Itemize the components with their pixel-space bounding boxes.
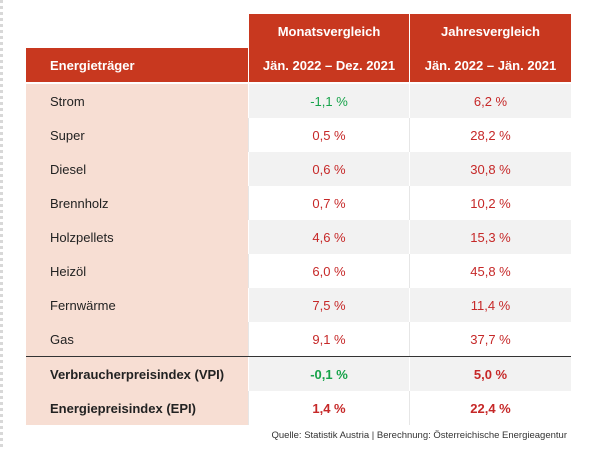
left-dashed-border (0, 0, 3, 449)
row-label: Diesel (26, 152, 248, 186)
row-month-value: 9,1 % (248, 322, 409, 356)
row-year-value: 15,3 % (409, 220, 571, 254)
header-row-top: Monatsvergleich Jahresvergleich (26, 14, 571, 48)
row-year-value: 10,2 % (409, 186, 571, 220)
summary-row-vpi: Verbraucherpreisindex (VPI) -0,1 % 5,0 % (26, 356, 571, 391)
row-year-value: 30,8 % (409, 152, 571, 186)
summary-month-value: 1,4 % (248, 391, 409, 425)
row-month-value: 0,7 % (248, 186, 409, 220)
row-month-value: -1,1 % (248, 84, 409, 118)
row-month-value: 4,6 % (248, 220, 409, 254)
row-year-value: 37,7 % (409, 322, 571, 356)
summary-month-value: -0,1 % (248, 357, 409, 391)
header-month-comparison: Monatsvergleich (248, 14, 409, 48)
table-row: Heizöl 6,0 % 45,8 % (26, 254, 571, 288)
summary-year-value: 5,0 % (409, 357, 571, 391)
row-label: Super (26, 118, 248, 152)
header-energy-carrier: Energieträger (26, 48, 248, 82)
table-row: Gas 9,1 % 37,7 % (26, 322, 571, 356)
source-note: Quelle: Statistik Austria | Berechnung: … (271, 430, 567, 441)
table-row: Super 0,5 % 28,2 % (26, 118, 571, 152)
row-label: Heizöl (26, 254, 248, 288)
row-month-value: 0,6 % (248, 152, 409, 186)
summary-row-epi: Energiepreisindex (EPI) 1,4 % 22,4 % (26, 391, 571, 425)
summary-label: Verbraucherpreisindex (VPI) (26, 357, 248, 391)
row-label: Fernwärme (26, 288, 248, 322)
row-year-value: 28,2 % (409, 118, 571, 152)
energy-price-table: Monatsvergleich Jahresvergleich Energiet… (26, 14, 571, 425)
row-month-value: 0,5 % (248, 118, 409, 152)
row-month-value: 7,5 % (248, 288, 409, 322)
row-label: Holzpellets (26, 220, 248, 254)
table-row: Holzpellets 4,6 % 15,3 % (26, 220, 571, 254)
table-row: Strom -1,1 % 6,2 % (26, 84, 571, 118)
header-month-range: Jän. 2022 – Dez. 2021 (248, 48, 409, 82)
row-year-value: 6,2 % (409, 84, 571, 118)
row-year-value: 45,8 % (409, 254, 571, 288)
row-label: Gas (26, 322, 248, 356)
row-year-value: 11,4 % (409, 288, 571, 322)
header-year-comparison: Jahresvergleich (409, 14, 571, 48)
table-row: Fernwärme 7,5 % 11,4 % (26, 288, 571, 322)
table-row: Brennholz 0,7 % 10,2 % (26, 186, 571, 220)
row-month-value: 6,0 % (248, 254, 409, 288)
header-year-range: Jän. 2022 – Jän. 2021 (409, 48, 571, 82)
row-label: Strom (26, 84, 248, 118)
summary-label: Energiepreisindex (EPI) (26, 391, 248, 425)
header-empty-cell (26, 14, 248, 48)
header-row-bottom: Energieträger Jän. 2022 – Dez. 2021 Jän.… (26, 48, 571, 84)
row-label: Brennholz (26, 186, 248, 220)
table-row: Diesel 0,6 % 30,8 % (26, 152, 571, 186)
summary-year-value: 22,4 % (409, 391, 571, 425)
